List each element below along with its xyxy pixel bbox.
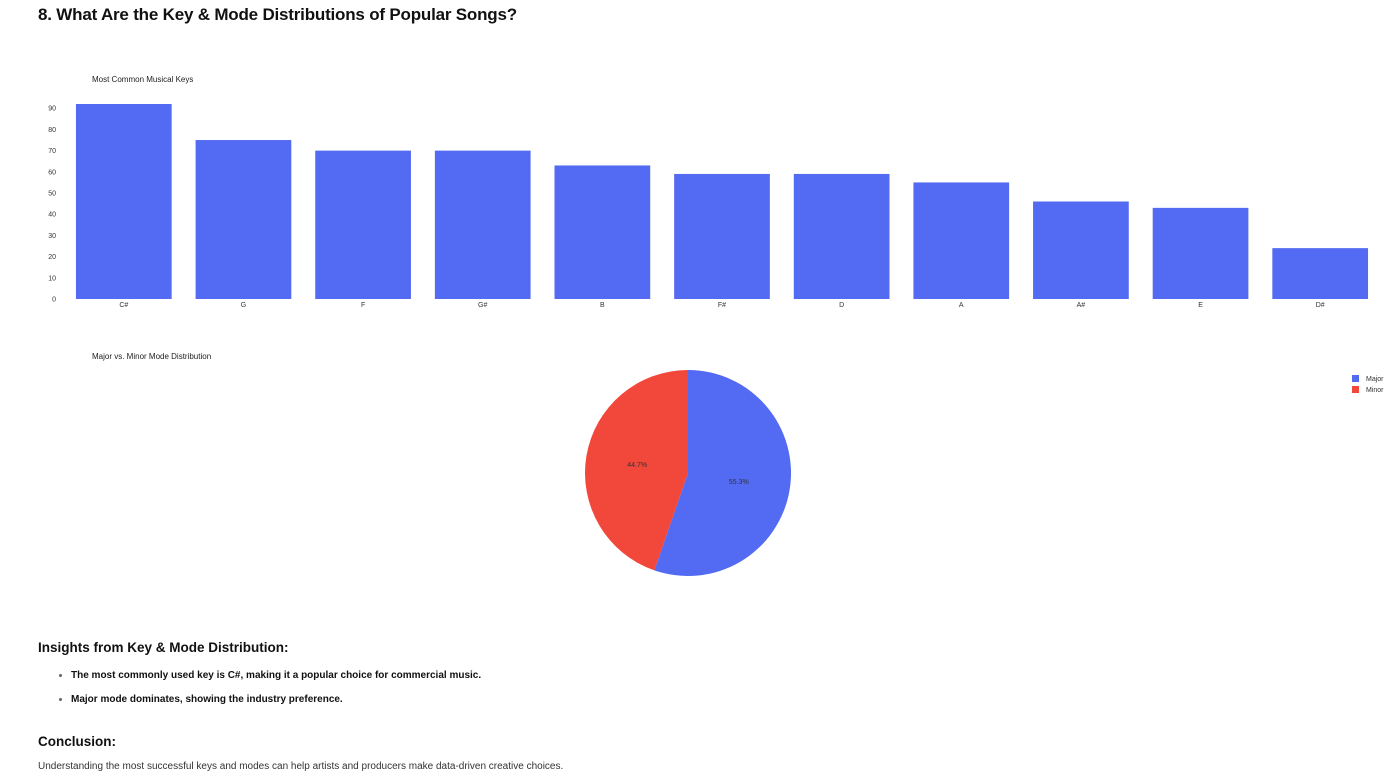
bar-F [315,150,411,299]
bar-chart-x-axis: C# G F G# B F# D A A# E D# [119,302,1324,309]
x-tick-label: A [959,302,964,309]
bar-E [1152,207,1249,299]
pie-chart-labels: 55.3% 44.7% [627,462,748,486]
bar-G# [434,150,531,299]
insight-item: Major mode dominates, showing the indust… [71,692,481,716]
y-tick-label: 20 [48,254,56,261]
x-tick-label: C# [119,302,128,309]
legend-swatch-minor [1352,386,1359,393]
x-tick-label: D [839,302,844,309]
legend-swatch-major [1352,375,1359,382]
bar-A [913,182,1010,299]
x-tick-label: B [600,302,605,309]
pie-chart-title: Major vs. Minor Mode Distribution [92,352,211,361]
bar-D# [1272,248,1369,299]
conclusion-heading: Conclusion: [38,734,116,749]
legend-label-minor: Minor [1366,387,1384,394]
x-tick-label: F# [718,302,726,309]
bar-G [195,140,292,299]
bar-chart: Most Common Musical Keys 0 10 20 30 40 50 60 70… [48,75,1369,309]
bar-B [554,165,651,299]
y-tick-label: 60 [48,169,56,176]
x-tick-label: A# [1077,302,1086,309]
conclusion-text: Understanding the most successful keys a… [38,761,564,772]
insight-item: The most commonly used key is C#, making… [71,668,481,692]
pie-value-label: 44.7% [627,462,647,469]
bar-chart-y-axis: 0 10 20 30 40 50 60 70 80 90 [48,106,56,304]
y-tick-label: 0 [52,297,56,304]
bar-chart-bars [75,104,1369,299]
y-tick-label: 10 [48,275,56,282]
y-tick-label: 70 [48,148,56,155]
bar-D [793,173,890,299]
page-title: 8. What Are the Key & Mode Distributions… [38,5,517,24]
y-tick-label: 90 [48,106,56,113]
bar-A# [1033,201,1129,299]
y-tick-label: 40 [48,212,56,219]
pie-slice-minor [584,370,688,571]
y-tick-label: 80 [48,127,56,134]
pie-slice-major [654,370,791,576]
legend-label-major: Major [1366,376,1384,383]
y-tick-label: 30 [48,233,56,240]
x-tick-label: G [241,302,246,309]
x-tick-label: F [361,302,365,309]
pie-chart-slices [584,370,791,576]
pie-chart: Major vs. Minor Mode Distribution 55.3% 4… [92,352,1384,576]
x-tick-label: E [1198,302,1203,309]
y-tick-label: 50 [48,191,56,198]
insights-heading: Insights from Key & Mode Distribution: [38,640,289,655]
bar-F# [674,173,770,299]
bar-chart-title: Most Common Musical Keys [92,75,193,84]
x-tick-label: G# [478,302,487,309]
insights-list: The most commonly used key is C#, making… [38,668,481,716]
pie-value-label: 55.3% [729,479,749,486]
pie-chart-legend: Major Minor [1352,375,1384,394]
x-tick-label: D# [1316,302,1325,309]
bar-C# [75,104,172,299]
